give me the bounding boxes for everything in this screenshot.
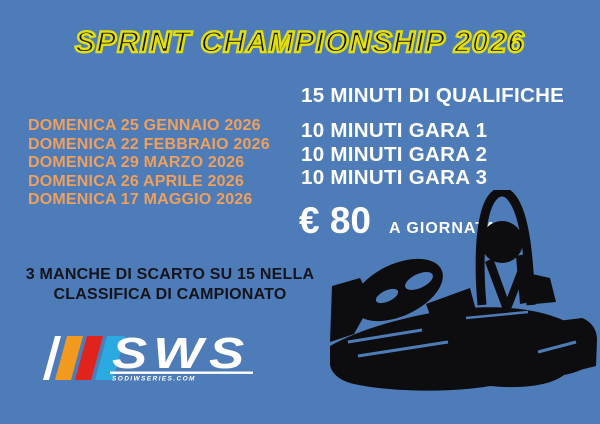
price-line: € 80 A GIORNATA: [299, 200, 497, 242]
qualifying-info: 15 MINUTI DI QUALIFICHE: [301, 84, 565, 107]
note-line-2: CLASSIFICA DI CAMPIONATO: [53, 285, 287, 303]
logo-stripe-red: [75, 336, 103, 380]
race-format-line: 10 MINUTI GARA 1: [301, 119, 488, 142]
race-date: DOMENICA 17 MAGGIO 2026: [28, 191, 253, 209]
championship-note: 3 MANCHE DI SCARTO SU 15 NELLA CLASSIFIC…: [8, 265, 332, 304]
sws-logo: SWS SODIWSERIES.COM: [38, 333, 260, 383]
kart-body: [330, 307, 596, 391]
race-date: DOMENICA 25 GENNAIO 2026: [28, 117, 261, 134]
logo-site-text: SODIWSERIES.COM: [112, 376, 196, 383]
race-date: DOMENICA 22 FEBBRAIO 2026: [28, 135, 270, 153]
race-format-list: 10 MINUTI GARA 1 10 MINUTI GARA 2 10 MIN…: [301, 119, 487, 190]
race-format-line: 10 MINUTI GARA 2: [301, 142, 488, 166]
kart-seat-hoop: [475, 190, 536, 306]
kart-detail-lines: [347, 272, 577, 358]
race-date: DOMENICA 29 MARZO 2026: [28, 154, 245, 172]
kart-rear-tire: [550, 318, 597, 373]
race-date: DOMENICA 26 APRILE 2026: [28, 172, 244, 190]
logo-stripe-white: [43, 336, 61, 380]
kart-silhouette-icon: [330, 190, 597, 391]
price-per-day-label: A GIORNATA: [389, 220, 498, 237]
kart-left-fairing: [330, 278, 372, 342]
logo-stripe-blue: [95, 336, 125, 380]
sws-logo-graphic: SWS SODIWSERIES.COM: [43, 333, 253, 383]
kart-headrest: [481, 221, 523, 263]
logo-stripe-orange: [55, 336, 83, 380]
flyer-title: SPRINT CHAMPIONSHIP 2026: [74, 25, 525, 61]
kart-rear-frame: [532, 274, 556, 304]
note-line-1: 3 MANCHE DI SCARTO SU 15 NELLA: [25, 266, 315, 283]
kart-rear-post: [516, 254, 531, 304]
logo-underline: [110, 371, 253, 374]
logo-sws-text: SWS: [112, 333, 250, 378]
race-format-line: 10 MINUTI GARA 3: [301, 166, 488, 189]
race-dates-list: DOMENICA 25 GENNAIO 2026 DOMENICA 22 FEB…: [28, 117, 270, 210]
price-amount: € 80: [299, 200, 372, 241]
